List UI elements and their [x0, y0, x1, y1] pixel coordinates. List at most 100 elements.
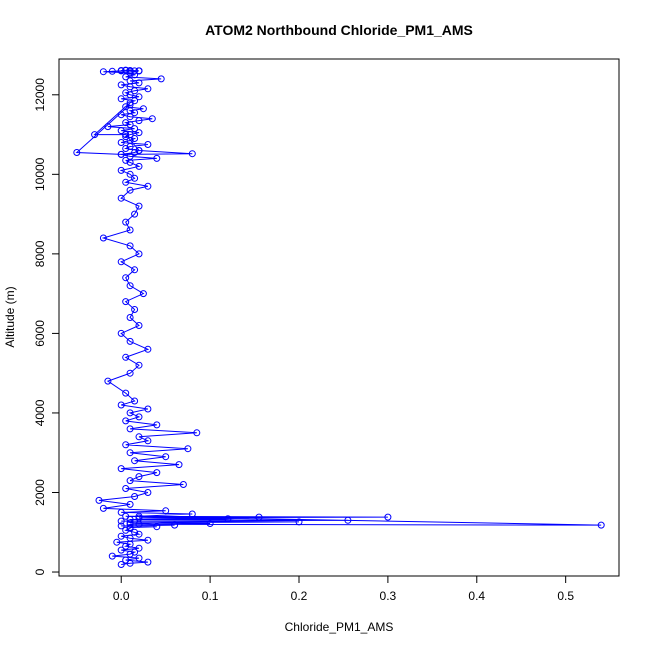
data-point: [122, 353, 130, 361]
data-point: [131, 109, 139, 117]
x-axis-label: Chloride_PM1_AMS: [285, 620, 394, 634]
data-point: [131, 174, 139, 182]
data-point: [117, 401, 125, 409]
data-point: [131, 67, 139, 75]
data-point: [295, 518, 303, 526]
data-point: [117, 329, 125, 337]
data-point: [126, 152, 134, 160]
data-point: [126, 500, 134, 508]
data-point: [139, 105, 147, 113]
data-point: [131, 548, 139, 556]
data-point: [153, 523, 161, 531]
data-point: [171, 521, 179, 529]
data-point: [153, 469, 161, 477]
data-point: [135, 413, 143, 421]
data-point: [131, 493, 139, 500]
data-point: [144, 558, 152, 566]
data-point: [99, 504, 107, 512]
data-point: [122, 178, 130, 186]
data-point: [117, 139, 125, 146]
y-tick-label: 0: [33, 568, 47, 575]
data-point: [117, 517, 125, 525]
data-point: [126, 477, 134, 485]
data-point: [162, 453, 170, 461]
data-point: [117, 166, 125, 174]
data-point: [122, 119, 130, 127]
data-point: [126, 369, 134, 377]
data-point: [135, 512, 143, 520]
data-point: [131, 149, 139, 156]
data-point: [122, 441, 130, 449]
x-tick-label: 0.2: [291, 589, 308, 603]
data-point: [135, 544, 143, 552]
data-point: [126, 524, 134, 531]
data-point: [126, 99, 134, 107]
data-point: [117, 67, 125, 74]
data-point: [117, 258, 125, 266]
data-point: [122, 67, 130, 74]
data-point: [131, 135, 139, 142]
data-point: [135, 554, 143, 562]
data-point: [188, 150, 196, 158]
y-tick-label: 8000: [33, 240, 47, 267]
data-point: [131, 210, 139, 218]
data-point: [131, 71, 139, 79]
data-point: [126, 226, 134, 234]
data-point: [135, 67, 143, 75]
data-point: [122, 417, 130, 425]
data-point: [126, 242, 134, 250]
data-point: [131, 125, 139, 133]
data-point: [117, 81, 125, 89]
data-point: [135, 250, 143, 258]
data-point: [135, 79, 143, 87]
data-point: [122, 156, 130, 164]
data-point: [122, 389, 130, 397]
data-point: [188, 510, 196, 518]
y-tick-label: 10000: [33, 157, 47, 191]
data-point: [131, 87, 139, 95]
x-axis: 0.0 0.1 0.2 0.3 0.4 0.5: [113, 575, 574, 603]
data-point: [126, 425, 134, 433]
x-tick-label: 0.0: [113, 589, 130, 603]
data-point: [117, 465, 125, 473]
data-point: [126, 534, 134, 542]
data-point: [206, 520, 214, 527]
data-point: [122, 485, 130, 492]
data-point: [73, 149, 81, 156]
data-point: [117, 508, 125, 516]
data-point: [144, 536, 152, 544]
data-point: [175, 461, 183, 469]
data-point: [126, 282, 134, 290]
data-point: [162, 507, 170, 515]
data-point: [126, 91, 134, 99]
data-point: [144, 437, 152, 445]
data-point: [135, 322, 143, 329]
data-point: [117, 95, 125, 103]
data-point: [99, 234, 107, 242]
data-point: [117, 150, 125, 158]
y-axis-label: Altitude (m): [3, 286, 17, 347]
data-point: [131, 457, 139, 465]
data-point: [117, 561, 125, 568]
data-point: [144, 141, 152, 148]
data-point: [135, 473, 143, 481]
data-point: [144, 85, 152, 93]
x-tick-label: 0.3: [380, 589, 397, 603]
data-point: [126, 314, 134, 321]
data-point: [135, 162, 143, 170]
data-point: [126, 550, 134, 558]
chart-title: ATOM2 Northbound Chloride_PM1_AMS: [205, 22, 473, 38]
data-point: [131, 97, 139, 105]
y-tick-label: 6000: [33, 320, 47, 347]
data-point: [255, 513, 263, 521]
data-point: [126, 77, 134, 85]
data-point: [122, 131, 130, 139]
data-point: [126, 131, 134, 139]
data-point: [135, 147, 143, 154]
data-point: [144, 345, 152, 353]
data-point: [144, 405, 152, 413]
data-point: [113, 538, 121, 546]
data-point: [144, 182, 152, 190]
data-point: [126, 449, 134, 457]
